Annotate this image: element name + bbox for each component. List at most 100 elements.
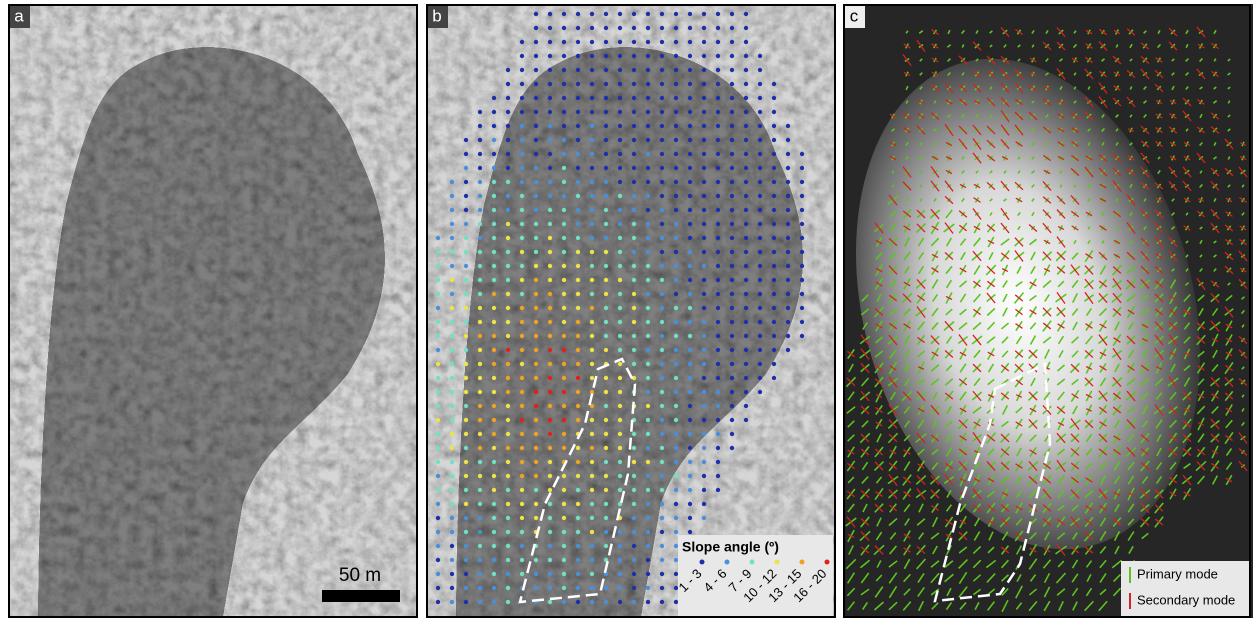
slope-dot xyxy=(716,222,720,226)
slope-dot xyxy=(744,306,748,310)
slope-dot xyxy=(534,376,538,380)
slope-dot xyxy=(716,306,720,310)
slope-dot xyxy=(744,250,748,254)
slope-dot xyxy=(492,138,496,142)
slope-dot xyxy=(632,236,636,240)
slope-dot xyxy=(492,376,496,380)
slope-dot xyxy=(674,320,678,324)
slope-dot xyxy=(450,362,454,366)
slope-dot xyxy=(702,40,706,44)
slope-dot xyxy=(450,194,454,198)
slope-dot xyxy=(702,502,706,506)
slope-dot xyxy=(450,460,454,464)
slope-dot xyxy=(576,82,580,86)
slope-dot xyxy=(590,54,594,58)
slope-dot xyxy=(632,488,636,492)
slope-dot xyxy=(534,180,538,184)
slope-dot xyxy=(604,96,608,100)
slope-dot xyxy=(688,208,692,212)
slope-dot xyxy=(506,558,510,562)
slope-dot xyxy=(758,110,762,114)
slope-dot xyxy=(660,68,664,72)
slope-dot xyxy=(506,138,510,142)
slope-dot xyxy=(576,26,580,30)
slope-dot xyxy=(688,502,692,506)
slope-dot xyxy=(730,306,734,310)
slope-dot xyxy=(786,320,790,324)
slope-dot xyxy=(660,474,664,478)
slope-dot xyxy=(492,306,496,310)
slope-dot xyxy=(800,292,804,296)
slope-dot xyxy=(506,460,510,464)
slope-dot xyxy=(660,124,664,128)
slope-dot xyxy=(464,292,468,296)
slope-dot xyxy=(520,278,524,282)
slope-dot xyxy=(730,152,734,156)
slope-dot xyxy=(534,96,538,100)
slope-dot xyxy=(534,432,538,436)
slope-dot xyxy=(590,418,594,422)
slope-dot xyxy=(744,96,748,100)
slope-dot xyxy=(562,390,566,394)
slope-dot xyxy=(562,68,566,72)
slope-dot xyxy=(520,180,524,184)
slope-dot xyxy=(464,586,468,590)
slope-dot xyxy=(506,572,510,576)
slope-dot xyxy=(604,250,608,254)
slope-dot xyxy=(688,138,692,142)
slope-dot xyxy=(786,194,790,198)
slope-dot xyxy=(632,572,636,576)
slope-dot xyxy=(520,348,524,352)
slope-dot xyxy=(436,586,440,590)
slope-dot xyxy=(646,488,650,492)
slope-dot xyxy=(548,278,552,282)
slope-dot xyxy=(604,516,608,520)
slope-dot xyxy=(478,558,482,562)
slope-dot xyxy=(464,390,468,394)
slope-dot xyxy=(492,292,496,296)
slope-dot xyxy=(758,68,762,72)
slope-dot xyxy=(478,432,482,436)
slope-dot xyxy=(492,474,496,478)
slope-dot xyxy=(450,502,454,506)
slope-dot xyxy=(674,292,678,296)
slope-dot xyxy=(660,348,664,352)
slope-dot xyxy=(674,418,678,422)
slope-dot xyxy=(660,460,664,464)
slope-dot xyxy=(590,530,594,534)
slope-dot xyxy=(464,166,468,170)
slope-dot xyxy=(478,390,482,394)
slope-dot xyxy=(590,40,594,44)
slope-dot xyxy=(534,306,538,310)
slope-dot xyxy=(744,68,748,72)
slope-dot xyxy=(730,264,734,268)
slope-dot xyxy=(520,110,524,114)
slope-dot xyxy=(604,68,608,72)
slope-dot xyxy=(716,110,720,114)
slope-dot xyxy=(506,110,510,114)
slope-dot xyxy=(548,26,552,30)
slope-dot xyxy=(702,278,706,282)
slope-dot xyxy=(730,124,734,128)
slope-dot xyxy=(562,572,566,576)
slope-dot xyxy=(450,530,454,534)
slope-dot xyxy=(730,96,734,100)
slope-dot xyxy=(674,12,678,16)
slope-dot xyxy=(660,110,664,114)
slope-dot xyxy=(604,418,608,422)
slope-dot xyxy=(464,558,468,562)
slope-dot xyxy=(646,180,650,184)
slope-dot xyxy=(660,334,664,338)
slope-dot xyxy=(646,222,650,226)
slope-dot xyxy=(618,446,622,450)
slope-dot xyxy=(534,348,538,352)
slope-dot xyxy=(590,474,594,478)
slope-dot xyxy=(688,110,692,114)
slope-dot xyxy=(506,446,510,450)
slope-dot xyxy=(548,138,552,142)
slope-dot xyxy=(534,222,538,226)
slope-dot xyxy=(450,222,454,226)
slope-dot xyxy=(716,404,720,408)
slope-dot xyxy=(506,264,510,268)
slope-dot xyxy=(548,194,552,198)
